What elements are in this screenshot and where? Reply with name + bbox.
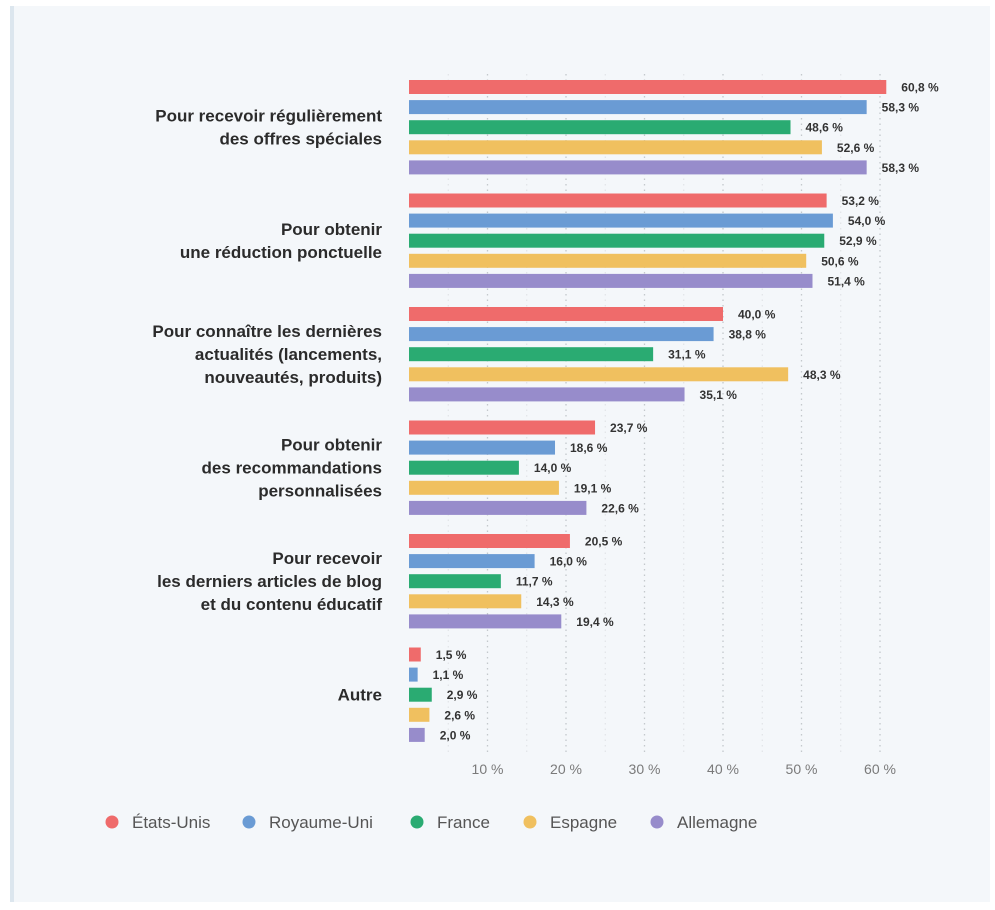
bar — [409, 420, 596, 435]
category-label: Pour recevoir régulièrement — [155, 107, 382, 126]
bar — [409, 554, 535, 569]
data-label: 38,8 % — [729, 328, 767, 342]
legend-marker — [410, 815, 424, 829]
data-label: 31,1 % — [668, 348, 706, 362]
legend-label: Allemagne — [677, 813, 757, 832]
bar — [409, 273, 813, 288]
x-tick-label: 40 % — [707, 761, 739, 777]
bar — [409, 707, 430, 722]
legend-label: États-Unis — [132, 813, 210, 832]
bar — [409, 120, 791, 135]
x-tick-label: 20 % — [550, 761, 582, 777]
bar — [409, 367, 789, 382]
data-label: 52,9 % — [839, 234, 877, 248]
bar — [409, 80, 887, 94]
bar — [409, 594, 522, 609]
data-label: 50,6 % — [821, 254, 859, 268]
bar — [409, 614, 562, 629]
category-label: Pour connaître les dernières — [152, 322, 382, 341]
bar — [409, 574, 501, 589]
bar — [409, 140, 822, 155]
data-label: 40,0 % — [738, 308, 776, 322]
category-label: nouveautés, produits) — [204, 368, 382, 387]
category-label: personnalisées — [258, 482, 382, 501]
bar — [409, 480, 559, 495]
bar — [409, 500, 587, 515]
data-label: 2,9 % — [447, 688, 478, 702]
data-label: 20,5 % — [585, 535, 623, 549]
category-label: des offres spéciales — [219, 130, 382, 149]
legend-marker — [105, 815, 119, 829]
data-label: 11,7 % — [516, 575, 553, 589]
data-label: 16,0 % — [550, 555, 588, 569]
data-label: 35,1 % — [700, 388, 738, 402]
data-label: 58,3 % — [882, 101, 920, 115]
data-label: 58,3 % — [882, 161, 920, 175]
bar — [409, 160, 867, 175]
x-tick-label: 50 % — [786, 761, 818, 777]
data-label: 23,7 % — [610, 421, 648, 435]
category-label: Pour obtenir — [281, 220, 382, 239]
legend-label: Espagne — [550, 813, 617, 832]
legend-marker — [650, 815, 664, 829]
legend-label: France — [437, 813, 490, 832]
category-label: Autre — [338, 686, 382, 705]
category-label: Pour recevoir — [272, 549, 382, 568]
data-label: 51,4 % — [827, 274, 865, 288]
bar — [409, 347, 654, 362]
category-label: une réduction ponctuelle — [180, 243, 382, 262]
bar — [409, 100, 867, 115]
bar — [409, 687, 432, 702]
data-label: 1,1 % — [433, 668, 464, 682]
data-label: 1,5 % — [436, 648, 467, 662]
legend-marker — [523, 815, 537, 829]
bar — [409, 387, 685, 402]
category-label: Pour obtenir — [281, 436, 382, 455]
data-label: 19,4 % — [576, 615, 614, 629]
bar — [409, 727, 425, 742]
bar — [409, 253, 807, 268]
data-label: 14,3 % — [536, 595, 574, 609]
data-label: 22,6 % — [601, 501, 639, 515]
x-tick-label: 60 % — [864, 761, 896, 777]
data-label: 48,6 % — [806, 121, 844, 135]
bar — [409, 193, 827, 208]
data-label: 19,1 % — [574, 481, 612, 495]
bar — [409, 327, 714, 342]
data-label: 53,2 % — [842, 194, 880, 208]
bar — [409, 307, 723, 321]
category-label: actualités (lancements, — [195, 345, 382, 364]
bar — [409, 647, 421, 662]
bar — [409, 534, 570, 548]
category-label: les derniers articles de blog — [157, 572, 382, 591]
data-label: 18,6 % — [570, 441, 608, 455]
x-tick-label: 10 % — [472, 761, 504, 777]
bar — [409, 440, 556, 455]
data-label: 14,0 % — [534, 461, 572, 475]
bar — [409, 460, 519, 475]
bar — [409, 667, 418, 682]
legend-label: Royaume-Uni — [269, 813, 373, 832]
legend-marker — [242, 815, 256, 829]
bar — [409, 213, 833, 228]
category-label: des recommandations — [202, 459, 382, 478]
data-label: 60,8 % — [901, 81, 939, 95]
data-label: 2,0 % — [440, 728, 471, 742]
data-label: 48,3 % — [803, 368, 841, 382]
x-tick-label: 30 % — [629, 761, 661, 777]
data-label: 2,6 % — [444, 708, 475, 722]
category-label: et du contenu éducatif — [201, 595, 383, 614]
data-label: 54,0 % — [848, 214, 886, 228]
bar — [409, 233, 825, 248]
data-label: 52,6 % — [837, 141, 875, 155]
